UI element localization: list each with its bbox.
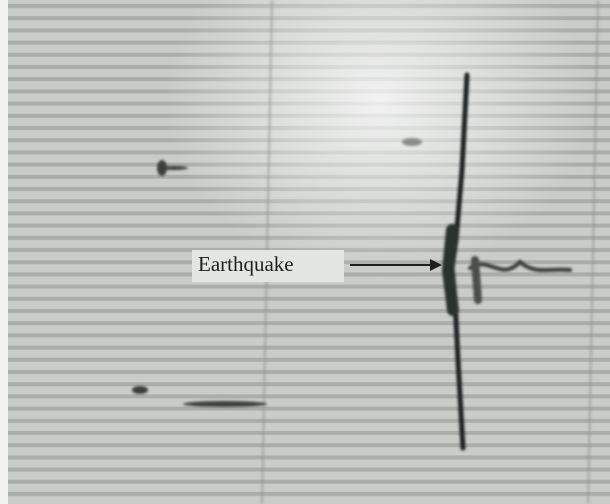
left-edge xyxy=(0,0,8,504)
earthquake-label: Earthquake xyxy=(198,252,294,276)
seismogram-photo: Earthquake xyxy=(0,0,610,504)
page: Earthquake (() => { const data = JSON.pa… xyxy=(0,0,610,504)
